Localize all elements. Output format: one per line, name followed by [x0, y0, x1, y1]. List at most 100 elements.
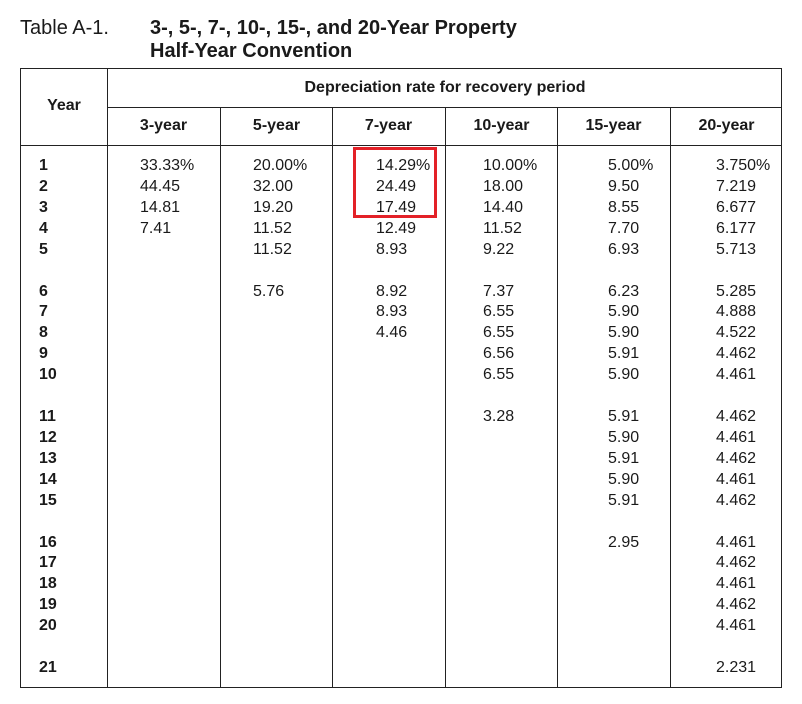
- rate-cell: 33.33%: [140, 157, 195, 174]
- rate-cell: 6.677: [716, 198, 757, 216]
- depreciation-table: Year Depreciation rate for recovery peri…: [20, 68, 782, 688]
- rate-cell: 11.52: [483, 219, 522, 237]
- rate-cell: 6.56: [483, 345, 515, 363]
- rate-cell: 4.462: [716, 596, 757, 614]
- year-cell: 17: [39, 554, 57, 572]
- year-cell: 4: [39, 219, 48, 237]
- rate-cell: 5.90: [608, 428, 640, 446]
- rate-cell: 9.50: [608, 177, 640, 195]
- rate-cell: 7.219: [716, 177, 757, 195]
- rate-cell: 8.92: [376, 282, 408, 300]
- rate-cell: 7.41: [140, 219, 172, 237]
- year-cell: 9: [39, 345, 48, 363]
- year-cell: 1: [39, 157, 48, 174]
- column-header: 3-year: [139, 117, 188, 134]
- year-cell: 20: [39, 617, 57, 635]
- rate-cell: 4.461: [716, 428, 757, 446]
- rate-cell: 2.95: [608, 533, 640, 551]
- rate-cell: 10.00%: [483, 157, 538, 174]
- year-cell: 21: [39, 659, 57, 676]
- year-column-header: Year: [47, 97, 81, 114]
- column-divider: [220, 107, 221, 687]
- rate-cell: 4.461: [716, 533, 757, 551]
- rate-cell: 4.461: [716, 617, 757, 635]
- rate-cell: 11.52: [253, 240, 292, 258]
- rate-cell: 5.285: [716, 282, 757, 300]
- rate-cell: 14.81: [140, 198, 181, 216]
- rate-cell: 5.713: [716, 240, 757, 258]
- rate-cell: 32.00: [253, 177, 294, 195]
- table-caption-label: Table A-1.: [20, 17, 109, 39]
- year-cell: 3: [39, 198, 48, 216]
- rate-cell: 44.45: [140, 177, 181, 195]
- column-header: 15-year: [585, 117, 642, 134]
- column-divider: [332, 107, 333, 687]
- year-cell: 7: [39, 303, 48, 321]
- rate-cell: 4.46: [376, 324, 408, 342]
- title-line-2: Half-Year Convention: [150, 40, 353, 62]
- rate-cell: 17.49: [376, 198, 417, 216]
- year-cell: 11: [39, 408, 56, 425]
- rate-cell: 2.231: [716, 659, 757, 676]
- rate-cell: 6.93: [608, 240, 640, 258]
- rate-cell: 3.750%: [716, 157, 771, 174]
- column-header: 7-year: [364, 117, 413, 134]
- column-header: 20-year: [698, 117, 755, 134]
- rate-cell: 5.90: [608, 324, 640, 342]
- year-cell: 8: [39, 324, 48, 342]
- rate-cell: 4.522: [716, 324, 757, 342]
- rate-cell: 14.40: [483, 198, 524, 216]
- rate-cell: 4.462: [716, 491, 757, 509]
- year-cell: 18: [39, 575, 57, 593]
- year-cell: 15: [39, 491, 57, 509]
- rate-cell: 4.462: [716, 449, 757, 467]
- year-cell: 16: [39, 533, 57, 551]
- year-column-divider: [107, 69, 108, 687]
- rate-cell: 4.461: [716, 366, 757, 384]
- rate-cell: 5.91: [608, 449, 640, 467]
- year-cell: 6: [39, 282, 48, 300]
- column-divider: [557, 107, 558, 687]
- rate-cell: 4.462: [716, 554, 757, 572]
- rate-cell: 3.28: [483, 408, 515, 425]
- year-cell: 14: [39, 470, 57, 488]
- year-cell: 2: [39, 177, 48, 195]
- rate-cell: 6.55: [483, 366, 515, 384]
- rate-cell: 5.90: [608, 366, 640, 384]
- year-cell: 13: [39, 449, 57, 467]
- rate-cell: 12.49: [376, 219, 417, 237]
- rate-cell: 5.90: [608, 303, 640, 321]
- rate-cell: 24.49: [376, 177, 417, 195]
- rate-cell: 6.23: [608, 282, 640, 300]
- rate-cell: 7.70: [608, 219, 640, 237]
- header-divider: [21, 145, 781, 146]
- recovery-period-group-header: Depreciation rate for recovery period: [304, 79, 586, 96]
- rate-cell: 5.76: [253, 282, 285, 300]
- rate-cell: 5.91: [608, 345, 640, 363]
- year-cell: 10: [39, 366, 57, 384]
- rate-cell: 9.22: [483, 240, 515, 258]
- group-header-divider: [107, 107, 781, 108]
- rate-cell: 8.55: [608, 198, 640, 216]
- rate-cell: 4.462: [716, 408, 757, 425]
- column-divider: [670, 107, 671, 687]
- rate-cell: 6.55: [483, 303, 515, 321]
- rate-cell: 6.177: [716, 219, 757, 237]
- highlight-box: [353, 147, 437, 218]
- column-header: 10-year: [473, 117, 530, 134]
- rate-cell: 19.20: [253, 198, 294, 216]
- year-cell: 19: [39, 596, 57, 614]
- rate-cell: 7.37: [483, 282, 515, 300]
- rate-cell: 4.462: [716, 345, 757, 363]
- rate-cell: 4.461: [716, 470, 757, 488]
- rate-cell: 4.888: [716, 303, 757, 321]
- rate-cell: 8.93: [376, 303, 408, 321]
- rate-cell: 18.00: [483, 177, 524, 195]
- rate-cell: 14.29%: [376, 157, 431, 174]
- title-line-1: 3-, 5-, 7-, 10-, 15-, and 20-Year Proper…: [150, 17, 517, 39]
- rate-cell: 8.93: [376, 240, 408, 258]
- year-cell: 12: [39, 428, 57, 446]
- table-caption-title: 3-, 5-, 7-, 10-, 15-, and 20-Year Proper…: [150, 17, 517, 63]
- rate-cell: 6.55: [483, 324, 515, 342]
- rate-cell: 11.52: [253, 219, 292, 237]
